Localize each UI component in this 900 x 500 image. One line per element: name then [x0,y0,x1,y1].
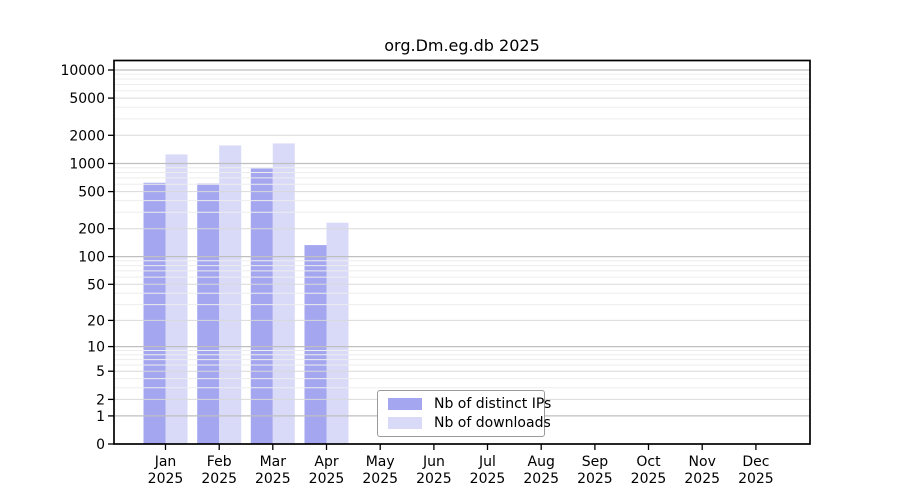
legend: Nb of distinct IPs Nb of downloads [377,390,551,437]
x-tick-month: Mar [260,454,287,470]
y-tick-label: 2000 [69,128,105,144]
distinct-ips-swatch-icon [388,398,422,410]
x-tick-month: Apr [314,454,338,470]
x-tick-month: Jul [478,454,496,470]
y-tick-label: 5 [96,364,105,380]
y-tick-label: 10000 [60,63,105,79]
gridlines [114,69,810,417]
x-tick-month: Jan [154,454,177,470]
legend-label-distinct-ips: Nb of distinct IPs [434,396,552,412]
y-tick-label: 0 [96,437,105,453]
x-tick-year: 2025 [148,471,184,487]
x-tick-year: 2025 [684,471,720,487]
y-tick-label: 100 [78,250,105,266]
x-tick-month: Sep [582,454,609,470]
x-tick-month: Nov [689,454,716,470]
x-tick-month: Jun [422,454,445,470]
y-tick-label: 200 [78,222,105,238]
downloads-swatch-icon [388,417,422,429]
x-tick-month: Oct [636,454,661,470]
x-tick-year: 2025 [362,471,398,487]
x-tick-month: Dec [742,454,769,470]
x-tick-year: 2025 [201,471,237,487]
bar-distinct-ips-feb [197,183,220,444]
y-tick-label: 1000 [69,157,105,173]
x-tick-year: 2025 [631,471,667,487]
x-tick-year: 2025 [255,471,291,487]
x-tick-month: Feb [207,454,232,470]
bar-distinct-ips-apr [304,245,327,444]
x-tick-year: 2025 [309,471,345,487]
plot-border [113,59,811,445]
y-tick-label: 5000 [69,91,105,107]
y-tick-label: 50 [87,277,105,293]
y-tick-label: 10 [87,340,105,356]
x-tick-year: 2025 [470,471,506,487]
x-tick-month: Aug [528,454,555,470]
x-tick-year: 2025 [416,471,452,487]
y-tick-label: 500 [78,185,105,201]
legend-item-distinct-ips: Nb of distinct IPs [388,397,551,411]
y-tick-label: 2 [96,392,105,408]
bar-downloads-apr [326,222,349,444]
x-tick-year: 2025 [738,471,774,487]
bar-downloads-jan [165,154,188,444]
chart-title: org.Dm.eg.db 2025 [384,36,540,55]
y-tick-label: 1 [96,409,105,425]
legend-label-downloads: Nb of downloads [434,415,551,431]
bar-downloads-feb [219,145,242,444]
y-tick-label: 20 [87,313,105,329]
bar-distinct-ips-mar [250,168,273,444]
legend-item-downloads: Nb of downloads [388,416,551,430]
x-tick-year: 2025 [523,471,559,487]
x-tick-month: May [366,454,395,470]
x-axis: Jan2025Feb2025Mar2025Apr2025May2025Jun20… [148,444,774,487]
bar-distinct-ips-jan [143,182,166,445]
x-tick-year: 2025 [577,471,613,487]
